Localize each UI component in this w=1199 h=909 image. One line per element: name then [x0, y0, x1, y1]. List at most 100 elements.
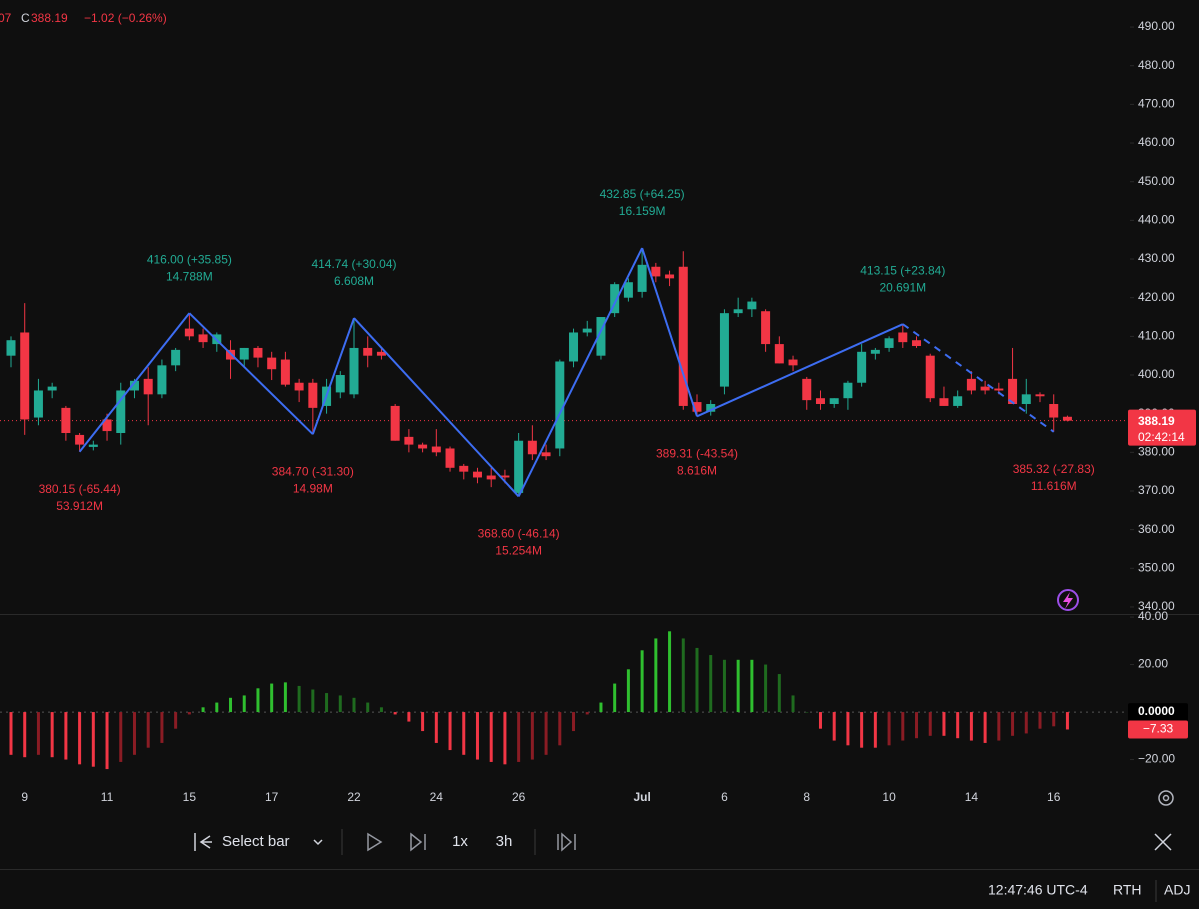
play-button[interactable] [367, 832, 383, 852]
histogram-bar [764, 664, 768, 713]
y-tick-label: 470.00 [1138, 97, 1175, 111]
histogram-bar [325, 693, 329, 713]
settings-icon[interactable] [1158, 790, 1174, 806]
histogram-bar [338, 695, 342, 713]
histogram-bar [475, 712, 479, 760]
last-value-box [1128, 720, 1188, 739]
candle-body [239, 347, 249, 360]
candle-body [75, 434, 85, 445]
histogram-bar [23, 712, 27, 758]
histogram-bar [873, 712, 877, 748]
candle-body [843, 382, 853, 399]
histogram-bar [722, 659, 726, 713]
zigzag-segment [78, 312, 191, 453]
histogram-bar [846, 712, 850, 746]
pivot-volume: 53.912M [56, 499, 103, 513]
candle-body [994, 388, 1004, 391]
candle-body [129, 380, 139, 391]
candle-body [143, 378, 153, 395]
zigzag-segment [353, 317, 520, 498]
histogram-bar [928, 712, 932, 736]
histogram-bar [942, 712, 946, 736]
histogram-bar [517, 712, 521, 762]
candle-body [157, 365, 167, 395]
x-tick-label: 17 [265, 790, 279, 804]
candle-body [912, 340, 922, 347]
candle-body [829, 398, 839, 405]
histogram-bar [626, 669, 630, 713]
candle-body [939, 398, 949, 406]
histogram-bar [421, 712, 425, 732]
y-tick-label: 380.00 [1138, 445, 1175, 459]
histogram-bar [229, 697, 233, 713]
candle-body [404, 436, 414, 445]
candle-body [418, 444, 428, 449]
x-tick-label: 24 [430, 790, 444, 804]
status-session[interactable]: RTH [1113, 882, 1142, 898]
histogram-bar [791, 695, 795, 713]
signal-label: 0.0000 [1138, 704, 1175, 718]
candle-body [870, 349, 880, 354]
pivot-volume: 14.98M [293, 481, 333, 495]
candle-body [884, 338, 894, 348]
header-change: −1.02 (−0.26%) [84, 11, 167, 25]
y-tick-label: 440.00 [1138, 213, 1175, 227]
assistant-icon[interactable] [1057, 589, 1079, 611]
histogram-bar [558, 712, 562, 746]
pivot-label: 414.74 (+30.04) [311, 257, 396, 271]
pivot-label: 432.85 (+64.25) [600, 187, 685, 201]
candle-body [459, 465, 469, 472]
candle-body [733, 309, 743, 314]
close-button[interactable] [1154, 833, 1172, 851]
candle-body [376, 351, 386, 356]
candle-body [61, 407, 71, 434]
histogram-bar [1024, 712, 1028, 734]
candle-body [445, 448, 455, 468]
speed-button[interactable]: 1x [452, 833, 468, 850]
candle-body [582, 328, 592, 333]
step-button[interactable] [410, 832, 426, 852]
candle-body [678, 266, 688, 406]
candle-body [1035, 394, 1045, 397]
histogram-bar [956, 712, 960, 739]
candle-body [788, 359, 798, 366]
histogram-bar [1011, 712, 1015, 736]
histogram-bar [187, 712, 191, 715]
histogram-bar [119, 712, 123, 762]
candle-body [6, 340, 16, 356]
y-tick-label: 40.00 [1138, 609, 1168, 623]
histogram-bar [242, 695, 246, 713]
histogram-bar [78, 712, 82, 765]
jump-button[interactable] [557, 832, 576, 852]
pivot-label: 384.70 (-31.30) [272, 464, 354, 478]
candle-body [966, 378, 976, 391]
histogram-bar [256, 688, 260, 713]
candle-body [1049, 404, 1059, 418]
candle-body [308, 382, 318, 408]
candle-body [116, 390, 126, 434]
y-tick-label: 360.00 [1138, 522, 1175, 536]
pivot-volume: 20.691M [879, 280, 926, 294]
zigzag-segment [902, 323, 1055, 433]
y-tick-label: 20.00 [1138, 657, 1168, 671]
interval-button[interactable]: 3h [496, 833, 513, 850]
histogram-bar [1052, 712, 1056, 727]
select-bar-button[interactable]: Select bar [194, 833, 323, 851]
candle-body [527, 440, 537, 455]
histogram-bar [1038, 712, 1042, 729]
candle-body [610, 284, 620, 314]
histogram-bar [36, 712, 40, 755]
status-adjust[interactable]: ADJ [1164, 882, 1190, 898]
last-value-label: −7.33 [1143, 722, 1174, 736]
histogram-bar [695, 647, 699, 713]
candle-body [500, 475, 510, 478]
pivot-volume: 11.616M [1031, 479, 1077, 493]
candle-body [774, 344, 784, 364]
candle-body [719, 313, 729, 387]
histogram-bar [654, 638, 658, 713]
candle-body [980, 386, 990, 391]
histogram-bar [352, 697, 356, 713]
candle-body [198, 334, 208, 343]
candle-body [184, 328, 194, 337]
